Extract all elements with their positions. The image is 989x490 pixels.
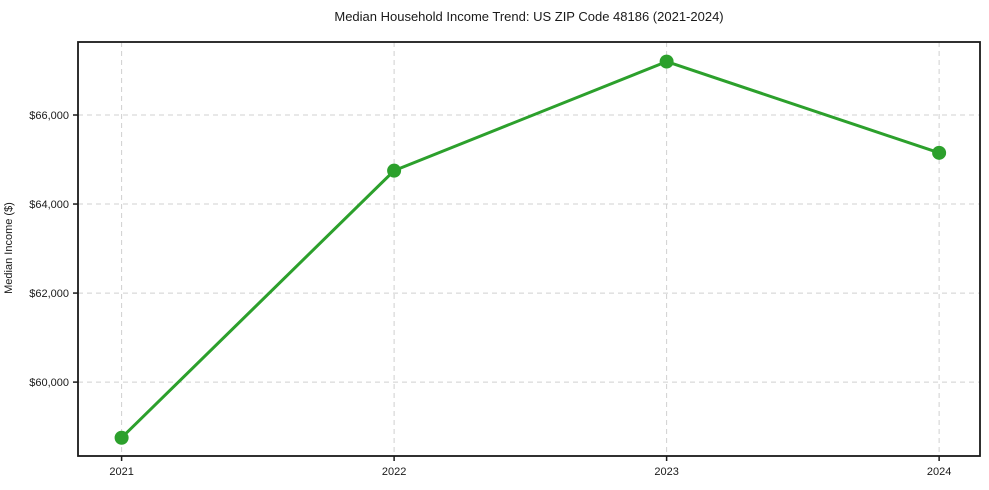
y-tick-label: $62,000 <box>29 288 69 300</box>
axis-ticks: $60,000 $62,000 $64,000 $66,000 2021 2022 2023… <box>29 110 951 478</box>
chart-title: Median Household Income Trend: US ZIP Co… <box>334 9 724 24</box>
y-axis-label: Median Income ($) <box>3 202 15 294</box>
plot-border <box>77 41 981 457</box>
x-tick-label: 2024 <box>927 466 951 478</box>
y-tick-label: $66,000 <box>29 110 69 122</box>
x-tick-label: 2022 <box>382 466 406 478</box>
y-tick-label: $64,000 <box>29 199 69 211</box>
x-tick-label: 2021 <box>109 466 133 478</box>
x-tick-label: 2023 <box>654 466 678 478</box>
gridlines <box>78 42 980 456</box>
data-point-marker <box>659 54 674 69</box>
data-markers <box>114 54 947 445</box>
data-point-marker <box>387 163 402 178</box>
data-point-marker <box>114 430 129 445</box>
data-point-marker <box>932 145 947 160</box>
trend-line <box>120 60 941 440</box>
y-tick-label: $60,000 <box>29 377 69 389</box>
